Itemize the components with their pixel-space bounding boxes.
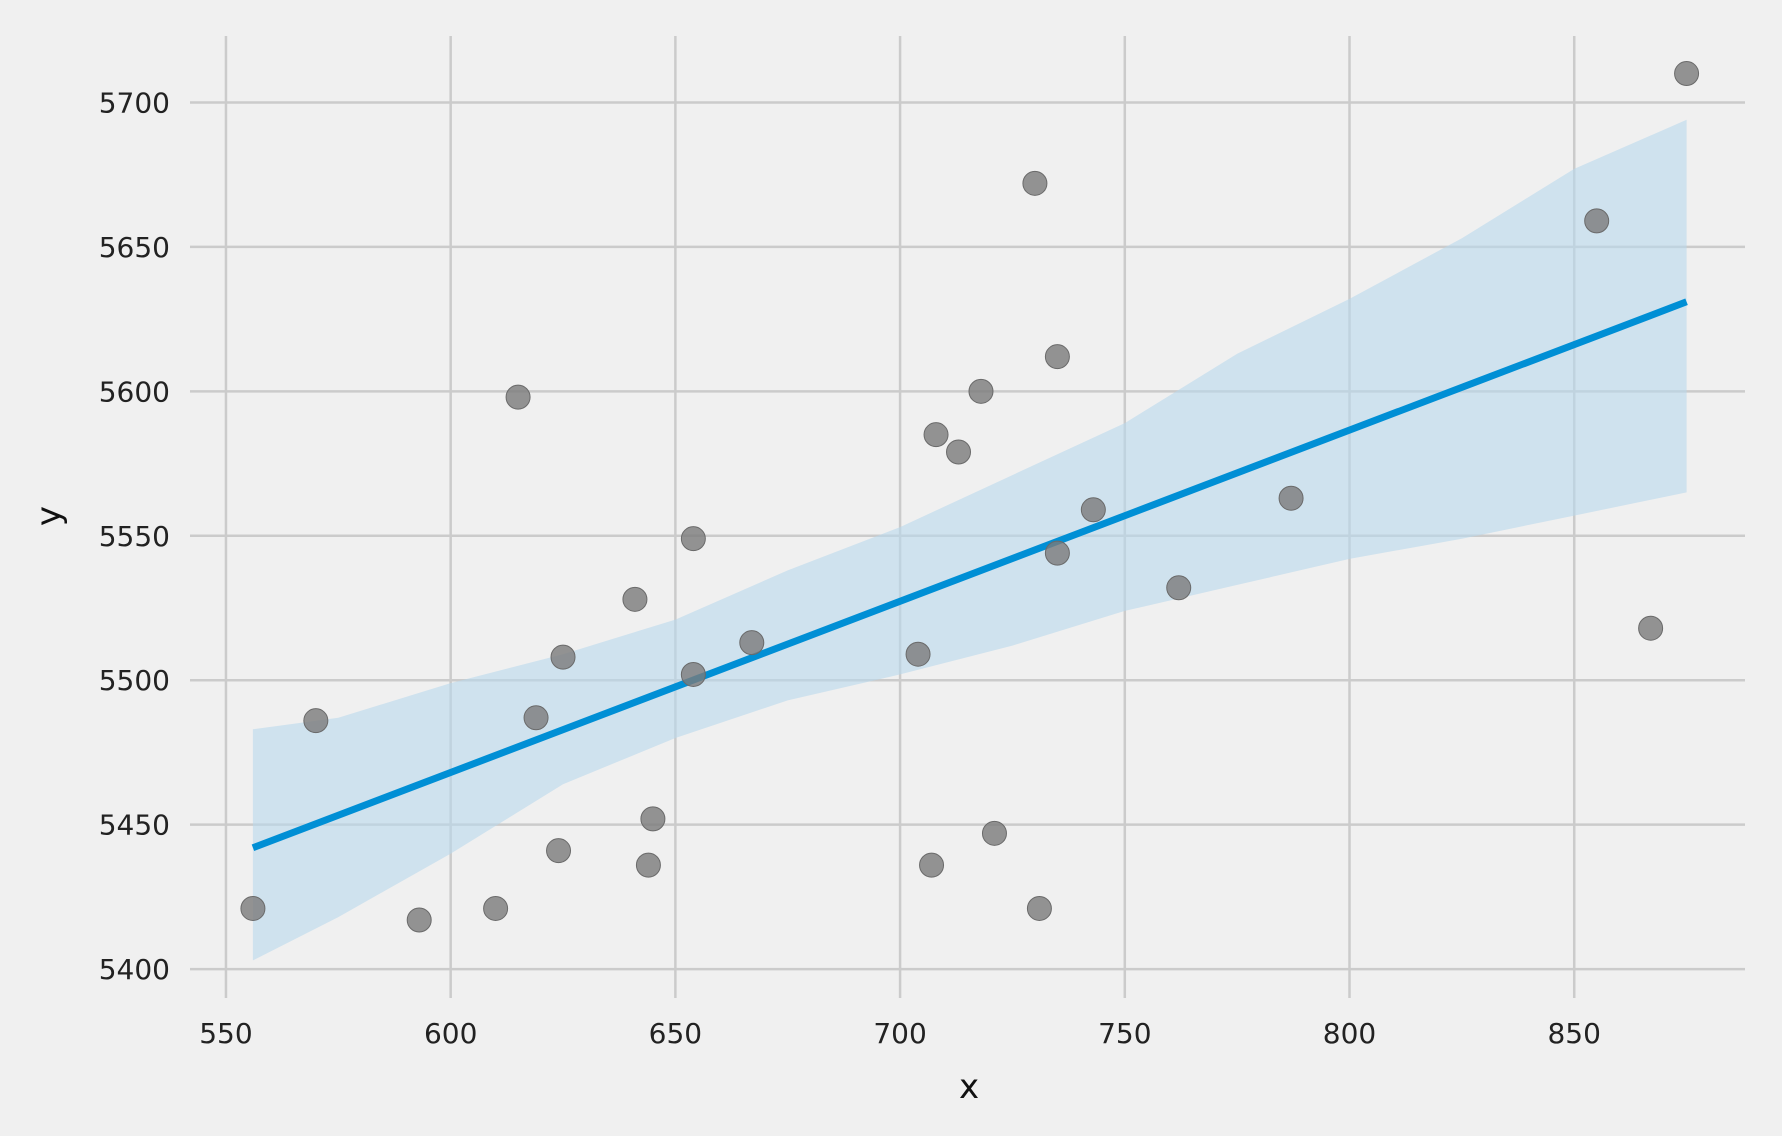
scatter-point [240, 895, 266, 921]
y-tick-label: 5400 [99, 953, 170, 986]
y-axis-label: y [29, 506, 69, 526]
scatter-point [550, 644, 576, 670]
scatter-point [546, 838, 572, 864]
regression-line [251, 298, 1688, 852]
scatter-point [622, 586, 648, 612]
scatter-point [1026, 895, 1052, 921]
x-tick-label: 750 [1098, 1017, 1151, 1050]
scatter-point [905, 641, 931, 667]
y-tick-label: 5550 [99, 520, 170, 553]
scatter-point [919, 852, 945, 878]
x-tick-label: 850 [1547, 1017, 1600, 1050]
scatter-point [635, 852, 661, 878]
x-tick-labels: 550 600 650 700 750 800 850 [199, 1017, 1601, 1050]
scatter-point [680, 661, 706, 687]
scatter-point [1584, 208, 1610, 234]
scatter-point [406, 907, 432, 933]
scatter-point [1166, 575, 1192, 601]
x-axis-label: x [959, 1067, 979, 1107]
scatter-point [523, 705, 549, 731]
scatter-point [303, 708, 329, 734]
scatter-point [505, 384, 531, 410]
scatter-point [981, 820, 1007, 846]
y-tick-label: 5500 [99, 664, 170, 697]
scatter-point [1080, 497, 1106, 523]
scatter-point [640, 806, 666, 832]
x-tick-label: 650 [649, 1017, 702, 1050]
confidence-band-layer [252, 119, 1687, 961]
x-tick-label: 800 [1323, 1017, 1376, 1050]
regression-line-layer [251, 298, 1688, 852]
scatter-point [968, 378, 994, 404]
scatter-point [739, 630, 765, 656]
y-tick-label: 5700 [99, 86, 170, 119]
scatter-point [680, 526, 706, 552]
scatter-point [483, 895, 509, 921]
x-tick-label: 700 [873, 1017, 926, 1050]
y-tick-labels: 5400 5450 5500 5550 5600 5650 5700 [99, 86, 170, 986]
scatter-point [1638, 615, 1664, 641]
y-tick-label: 5600 [99, 375, 170, 408]
scatter-points [240, 61, 1700, 933]
scatter-point [946, 439, 972, 465]
scatter-point [923, 422, 949, 448]
scatter-point [1022, 170, 1048, 196]
confidence-band [252, 119, 1687, 961]
x-tick-label: 600 [424, 1017, 477, 1050]
scatter-point [1674, 61, 1700, 87]
scatter-point [1044, 540, 1070, 566]
scatter-point [1044, 344, 1070, 370]
y-tick-label: 5650 [99, 231, 170, 264]
scatter-point [1278, 485, 1304, 511]
y-tick-label: 5450 [99, 809, 170, 842]
x-tick-label: 550 [199, 1017, 252, 1050]
